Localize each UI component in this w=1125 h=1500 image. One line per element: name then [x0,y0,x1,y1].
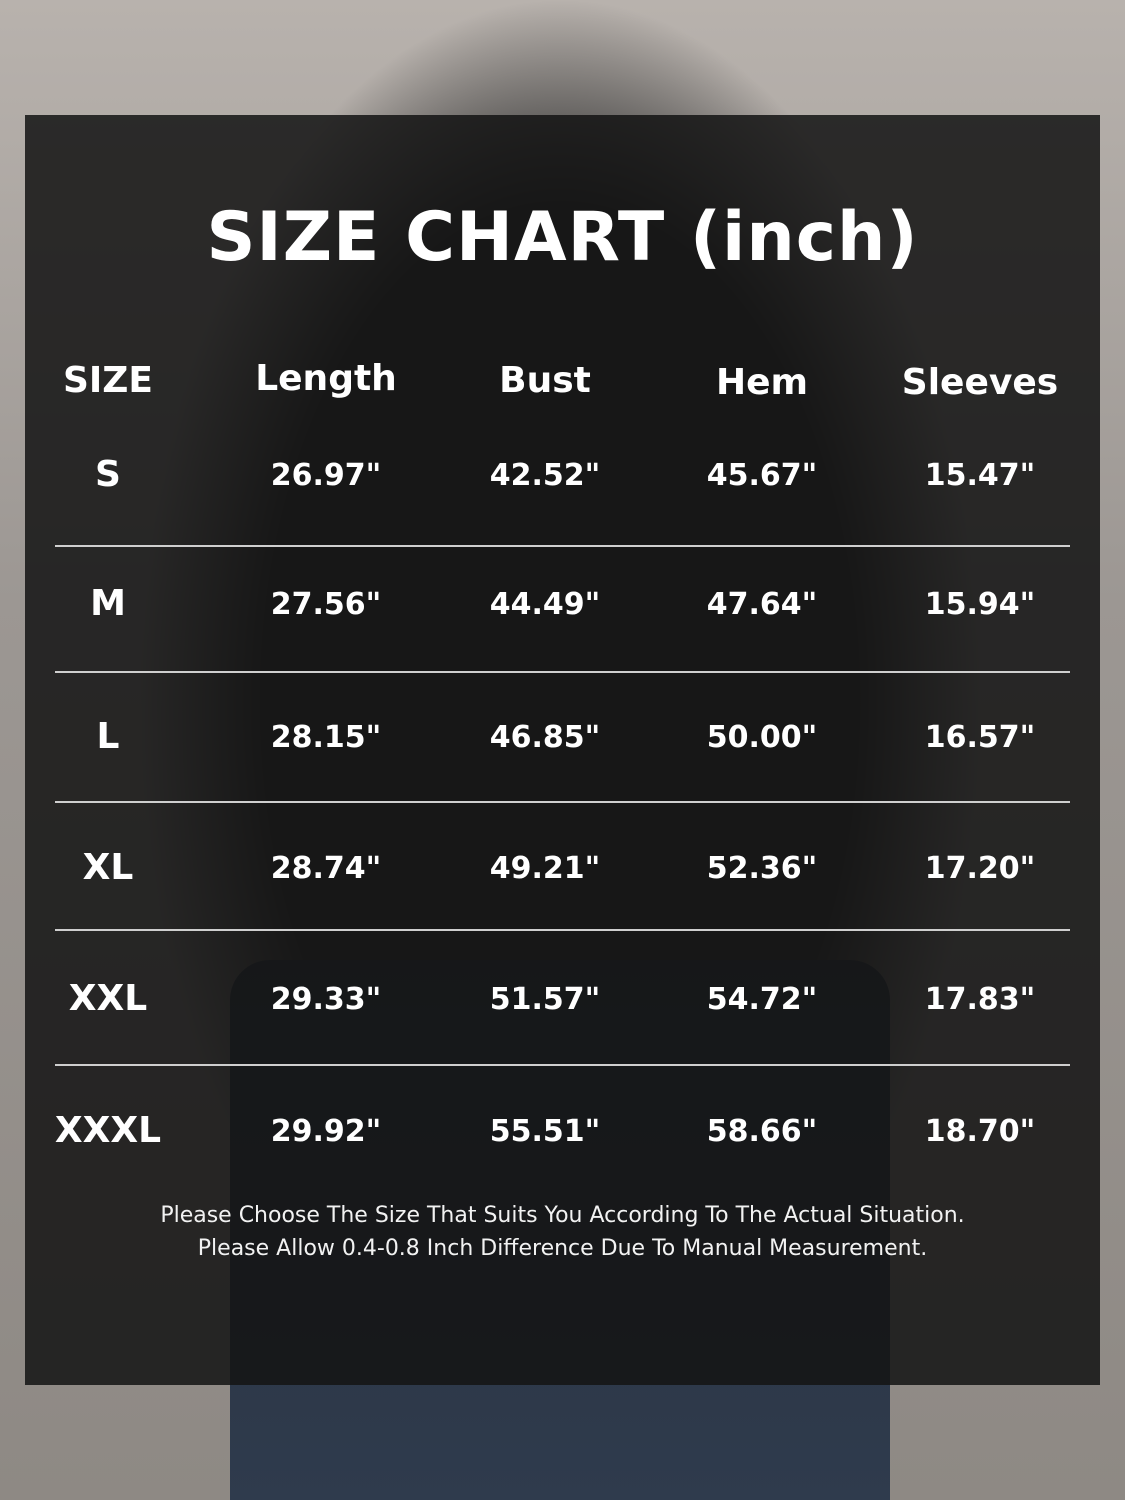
table-cell: 28.15" [270,720,382,755]
size-label: L [96,716,120,757]
row-divider [55,1064,1070,1066]
table-cell: 17.83" [924,982,1036,1017]
table-cell: 47.64" [706,587,818,622]
row-divider [55,545,1070,547]
note-line-1: Please Choose The Size That Suits You Ac… [160,1203,965,1228]
table-cell: 52.36" [706,851,818,886]
table-cell: 17.20" [924,851,1036,886]
table-cell: 29.33" [270,982,382,1017]
table-cell: 18.70" [924,1114,1036,1149]
table-cell: 42.52" [489,458,601,493]
table-cell: 15.47" [924,458,1036,493]
table-cell: 58.66" [706,1114,818,1149]
row-divider [55,671,1070,673]
table-cell: 51.57" [489,982,601,1017]
size-label: S [95,454,121,495]
table-cell: 27.56" [270,587,382,622]
column-header-size: SIZE [62,360,154,401]
column-header-bust: Bust [499,360,591,401]
table-cell: 16.57" [924,720,1036,755]
table-cell: 46.85" [489,720,601,755]
size-label: XXL [68,978,148,1019]
size-label: M [90,583,126,624]
size-chart-panel [25,115,1100,1385]
size-label: XL [82,847,134,888]
column-header-hem: Hem [715,362,809,403]
table-cell: 44.49" [489,587,601,622]
table-cell: 45.67" [706,458,818,493]
table-cell: 26.97" [270,458,382,493]
table-cell: 28.74" [270,851,382,886]
table-cell: 55.51" [489,1114,601,1149]
column-header-sleeves: Sleeves [901,362,1059,403]
table-cell: 54.72" [706,982,818,1017]
column-header-length: Length [255,358,397,399]
chart-title: SIZE CHART (inch) [206,198,919,277]
note-line-2: Please Allow 0.4-0.8 Inch Difference Due… [197,1236,928,1261]
table-cell: 15.94" [924,587,1036,622]
row-divider [55,929,1070,931]
table-cell: 50.00" [706,720,818,755]
table-cell: 49.21" [489,851,601,886]
size-label: XXXL [54,1110,162,1151]
table-cell: 29.92" [270,1114,382,1149]
row-divider [55,801,1070,803]
